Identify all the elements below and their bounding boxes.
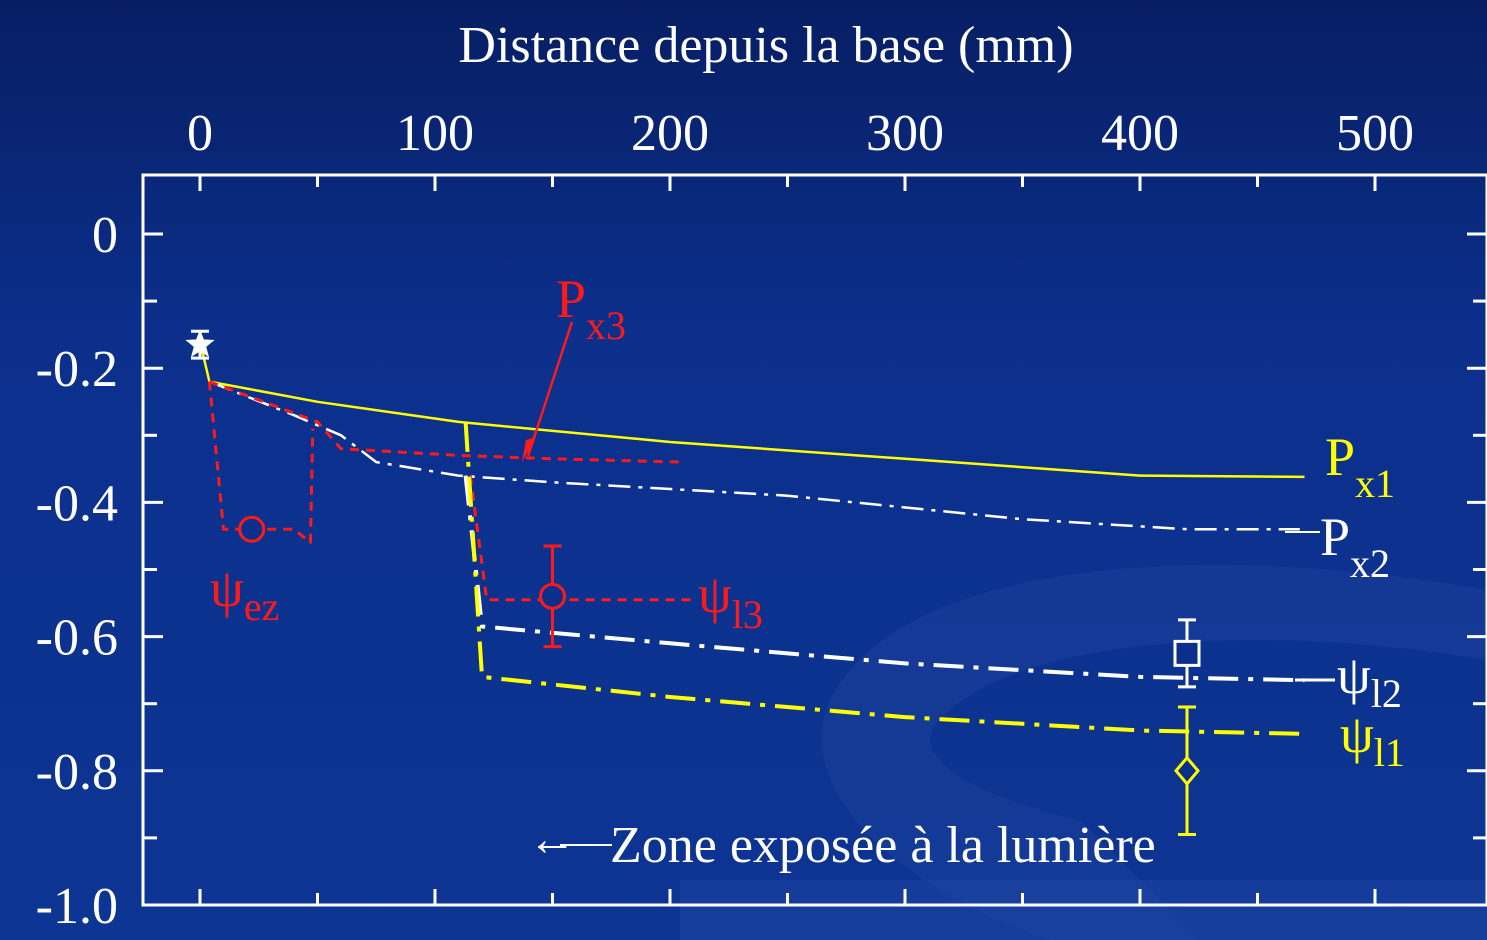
series-line-x1 [198, 341, 1305, 479]
y-tick-label: -0.4 [36, 475, 118, 532]
x-tick-label: 500 [1336, 105, 1414, 162]
series-layer [198, 341, 1305, 736]
marker-diamond [1174, 755, 1200, 787]
series-line-l3 [468, 475, 694, 602]
x-tick-label: 100 [396, 105, 474, 162]
series-line-l2 [463, 475, 1305, 683]
zone-annotation: Zone exposée à la lumière [610, 817, 1156, 874]
background-swirl [821, 565, 1487, 940]
marker-layer [185, 329, 1201, 837]
marker-circle [238, 515, 266, 543]
label-psi-ez: ψez [210, 558, 279, 629]
x-tick-label: 200 [631, 105, 709, 162]
series-labels: Px3 Px1 Px2 ψez ψl3 ψl2 ψl1 [210, 269, 1405, 775]
x-tick-label: 300 [866, 105, 944, 162]
marker-circle [539, 582, 566, 610]
y-tick-label: -0.6 [36, 610, 118, 667]
background-lower-panel [680, 880, 1487, 940]
series-line-x3 [208, 380, 682, 464]
label-px3: Px3 [556, 269, 626, 348]
zone-arrow: ← [528, 813, 576, 866]
plot-frame [141, 173, 1487, 907]
label-px1: Px1 [1325, 427, 1395, 506]
x-tick-label: 400 [1101, 105, 1179, 162]
y-tick-label: 0 [92, 207, 118, 264]
px3-pointer-head [522, 437, 536, 462]
x-tick-label: 0 [187, 105, 213, 162]
label-psi-l2: ψl2 [1337, 645, 1402, 716]
y-tick-label: -0.8 [36, 744, 118, 801]
series-line-l1 [463, 421, 1305, 736]
marker-square [1173, 639, 1201, 667]
y-tick-label: -0.2 [36, 341, 118, 398]
px3-pointer-line [526, 321, 574, 457]
series-line-ez [207, 381, 315, 545]
x-axis-title: Distance depuis la base (mm) [458, 17, 1073, 74]
axis-ticks: 0 100 200 300 400 500 0 -0.2 -0.4 -0.6 -0.8 -1.0 [36, 105, 1487, 935]
label-psi-l3: ψl3 [698, 564, 763, 637]
label-px2: Px2 [1320, 507, 1390, 586]
marker-star [185, 329, 215, 358]
series-line-x2 [208, 380, 1300, 531]
y-tick-label: -1.0 [36, 878, 118, 935]
label-psi-l1: ψl1 [1340, 704, 1405, 775]
